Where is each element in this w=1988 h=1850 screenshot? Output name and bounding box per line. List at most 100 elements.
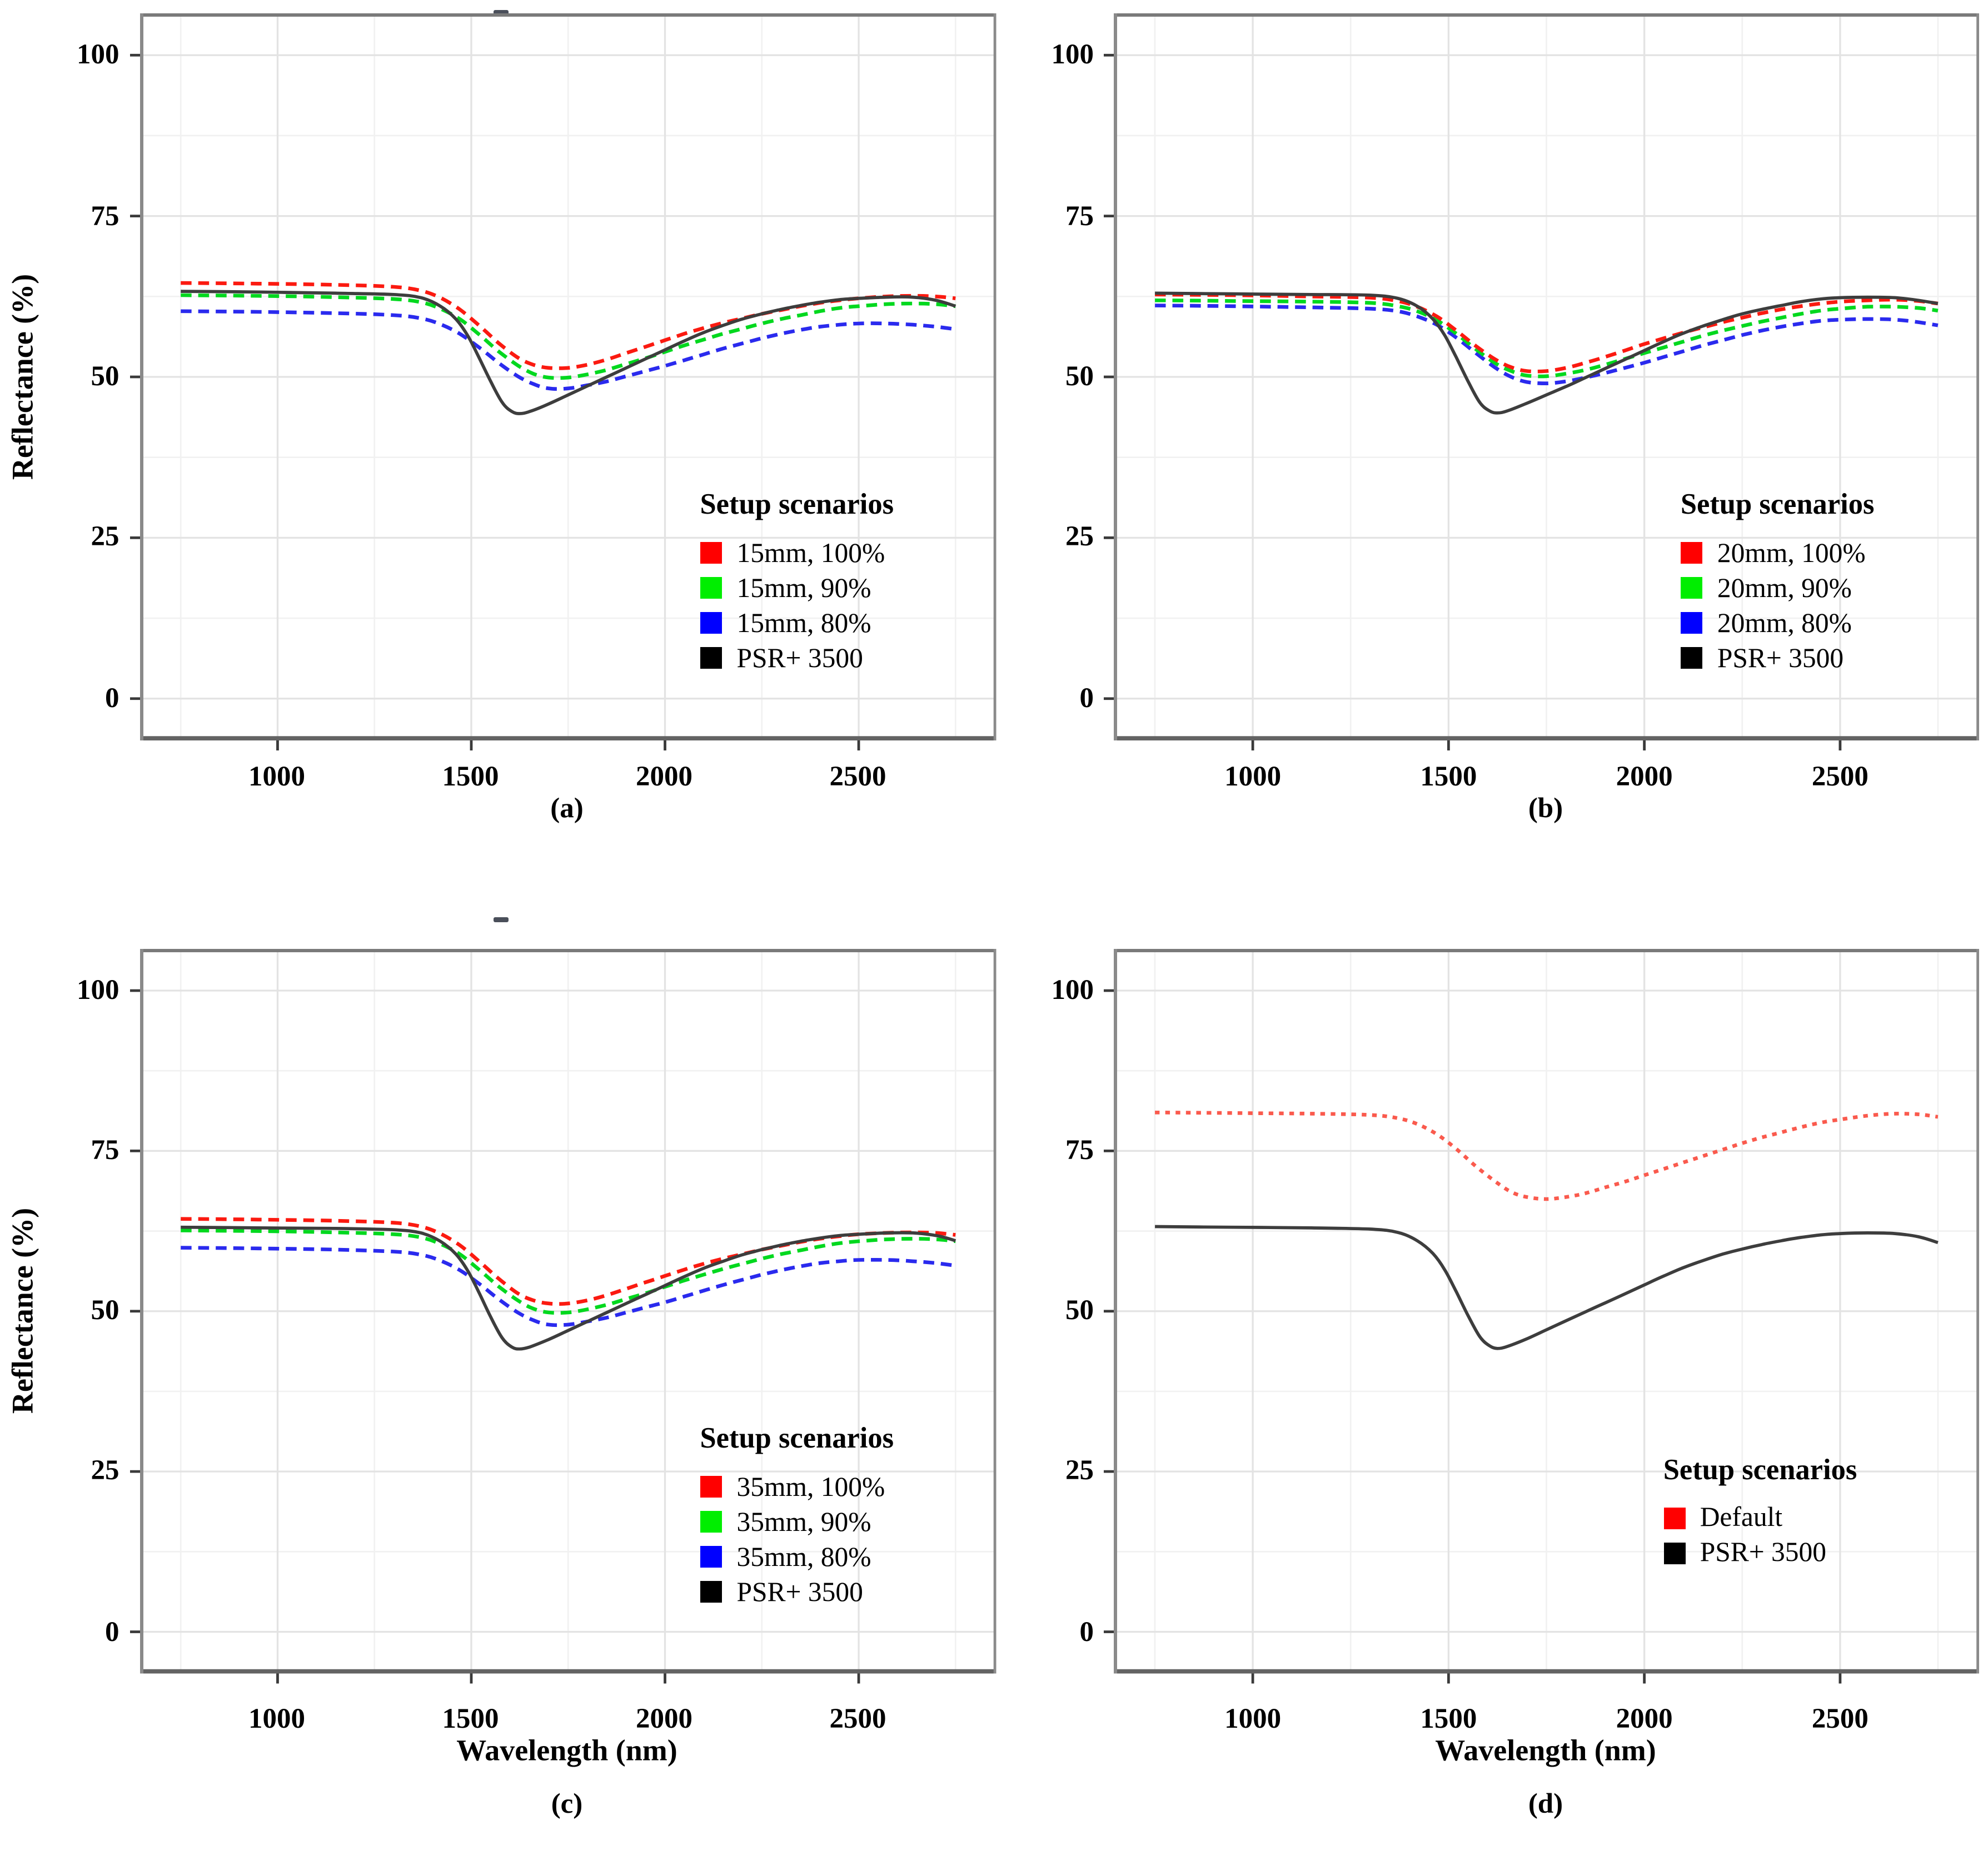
legend-swatch bbox=[700, 1511, 722, 1533]
legend-swatch bbox=[1680, 647, 1702, 669]
legend-item: 35mm, 80% bbox=[700, 1540, 894, 1575]
x-tick-label-a-2500: 2500 bbox=[829, 760, 886, 792]
legend-item-label: 35mm, 100% bbox=[736, 1470, 885, 1503]
y-tick-label-b-75: 75 bbox=[1065, 199, 1094, 231]
x-tick-label-c-1000: 1000 bbox=[248, 1703, 305, 1734]
panel-caption-a: (a) bbox=[550, 792, 584, 824]
y-tick-label-d-50: 50 bbox=[1065, 1294, 1094, 1326]
legend-swatch bbox=[700, 1476, 722, 1498]
legend-c: Setup scenarios 35mm, 100% 35mm, 90% 35mm, … bbox=[700, 1421, 894, 1610]
series-line-20mm-90- bbox=[1155, 299, 1939, 379]
legend-item-label: PSR+ 3500 bbox=[736, 1575, 863, 1608]
y-tick-label-a-75: 75 bbox=[91, 199, 119, 231]
legend-swatch bbox=[700, 612, 722, 634]
x-tick-label-b-2500: 2500 bbox=[1811, 760, 1869, 792]
legend-item-label: 15mm, 80% bbox=[736, 606, 871, 639]
plot-area-a bbox=[129, 13, 996, 750]
legend-swatch bbox=[1680, 577, 1702, 599]
legend-item-label: 15mm, 100% bbox=[736, 536, 885, 569]
series-line-20mm-80- bbox=[1155, 304, 1939, 386]
x-tick-label-c-2000: 2000 bbox=[635, 1703, 692, 1734]
y-tick-label-b-50: 50 bbox=[1065, 360, 1094, 392]
stray-mark bbox=[494, 10, 509, 15]
legend-item: 35mm, 90% bbox=[700, 1505, 894, 1540]
legend-swatch bbox=[1680, 542, 1702, 564]
series-line-psr-3500 bbox=[1155, 1225, 1939, 1350]
legend-swatch bbox=[700, 1546, 722, 1568]
legend-item-label: Default bbox=[1700, 1501, 1783, 1534]
legend-swatch bbox=[700, 542, 722, 564]
x-tick-label-b-2000: 2000 bbox=[1616, 760, 1673, 792]
legend-item: PSR+ 3500 bbox=[700, 641, 894, 676]
legend-b: Setup scenarios 20mm, 100% 20mm, 90% 20mm, … bbox=[1680, 488, 1875, 676]
y-tick-label-b-25: 25 bbox=[1065, 521, 1094, 553]
legend-item-label: 15mm, 90% bbox=[736, 571, 871, 604]
legend-item-label: PSR+ 3500 bbox=[1717, 641, 1844, 674]
panel-caption-b: (b) bbox=[1528, 792, 1563, 824]
legend-title: Setup scenarios bbox=[1663, 1452, 1857, 1486]
y-tick-label-a-25: 25 bbox=[91, 521, 119, 553]
plot-area-d bbox=[1104, 949, 1980, 1684]
panel-caption-d: (d) bbox=[1528, 1788, 1563, 1819]
legend-item: 35mm, 100% bbox=[700, 1470, 894, 1505]
legend-item: PSR+ 3500 bbox=[700, 1575, 894, 1610]
plot-area-c bbox=[129, 949, 996, 1684]
y-tick-label-b-0: 0 bbox=[1079, 682, 1094, 714]
y-tick-label-c-25: 25 bbox=[91, 1455, 119, 1487]
legend-item-label: 35mm, 80% bbox=[736, 1540, 871, 1573]
series-line-default bbox=[1155, 1111, 1939, 1201]
legend-d: Setup scenarios Default PSR+ 3500 bbox=[1663, 1453, 1857, 1571]
x-tick-label-d-2500: 2500 bbox=[1811, 1703, 1869, 1734]
legend-swatch bbox=[1680, 612, 1702, 634]
legend-item: 15mm, 100% bbox=[700, 536, 894, 571]
y-tick-label-d-75: 75 bbox=[1065, 1134, 1094, 1166]
x-tick-label-c-2500: 2500 bbox=[829, 1703, 886, 1734]
y-tick-label-c-0: 0 bbox=[105, 1615, 119, 1647]
legend-item: PSR+ 3500 bbox=[1680, 641, 1875, 676]
y-tick-label-a-100: 100 bbox=[77, 38, 119, 71]
series-line-psr-3500 bbox=[180, 290, 955, 415]
legend-item-label: 20mm, 90% bbox=[1717, 571, 1852, 604]
legend-item-label: PSR+ 3500 bbox=[1700, 1536, 1827, 1569]
x-tick-label-b-1500: 1500 bbox=[1420, 760, 1477, 792]
legend-a: Setup scenarios 15mm, 100% 15mm, 90% 15mm, … bbox=[700, 488, 894, 676]
legend-item: 20mm, 100% bbox=[1680, 536, 1875, 571]
legend-swatch bbox=[700, 577, 722, 599]
legend-swatch bbox=[700, 647, 722, 669]
x-tick-label-d-1500: 1500 bbox=[1420, 1703, 1477, 1734]
x-axis-title-c: Wavelength (nm) bbox=[456, 1733, 677, 1767]
legend-item: PSR+ 3500 bbox=[1663, 1536, 1857, 1571]
y-tick-label-c-75: 75 bbox=[91, 1134, 119, 1166]
legend-item: 20mm, 80% bbox=[1680, 606, 1875, 641]
series-line-20mm-100- bbox=[1155, 292, 1939, 374]
y-tick-label-a-0: 0 bbox=[105, 682, 119, 714]
y-tick-label-d-0: 0 bbox=[1079, 1615, 1094, 1647]
y-tick-label-c-50: 50 bbox=[91, 1294, 119, 1326]
stray-mark bbox=[494, 917, 509, 922]
legend-item-label: PSR+ 3500 bbox=[736, 641, 863, 674]
legend-item: Default bbox=[1663, 1501, 1857, 1536]
x-tick-label-b-1000: 1000 bbox=[1224, 760, 1282, 792]
x-tick-label-d-1000: 1000 bbox=[1224, 1703, 1282, 1734]
legend-swatch bbox=[1663, 1542, 1685, 1564]
legend-item: 15mm, 80% bbox=[700, 606, 894, 641]
plot-area-b bbox=[1104, 13, 1980, 750]
legend-item-label: 35mm, 90% bbox=[736, 1505, 871, 1538]
series-line-psr-3500 bbox=[1155, 291, 1939, 415]
legend-swatch bbox=[700, 1581, 722, 1603]
y-tick-label-d-25: 25 bbox=[1065, 1455, 1094, 1487]
legend-item-label: 20mm, 80% bbox=[1717, 606, 1852, 639]
series-line-15mm-90- bbox=[180, 293, 955, 380]
legend-title: Setup scenarios bbox=[700, 487, 894, 521]
x-tick-label-c-1500: 1500 bbox=[442, 1703, 499, 1734]
panel-caption-c: (c) bbox=[551, 1788, 583, 1819]
y-tick-label-c-100: 100 bbox=[77, 973, 119, 1006]
legend-title: Setup scenarios bbox=[700, 1421, 894, 1455]
series-line-psr-3500 bbox=[180, 1225, 955, 1351]
legend-item-label: 20mm, 100% bbox=[1717, 536, 1866, 569]
y-tick-label-d-100: 100 bbox=[1051, 973, 1094, 1006]
x-tick-label-a-1500: 1500 bbox=[442, 760, 499, 792]
legend-swatch bbox=[1663, 1507, 1685, 1529]
x-axis-title-d: Wavelength (nm) bbox=[1435, 1733, 1656, 1767]
